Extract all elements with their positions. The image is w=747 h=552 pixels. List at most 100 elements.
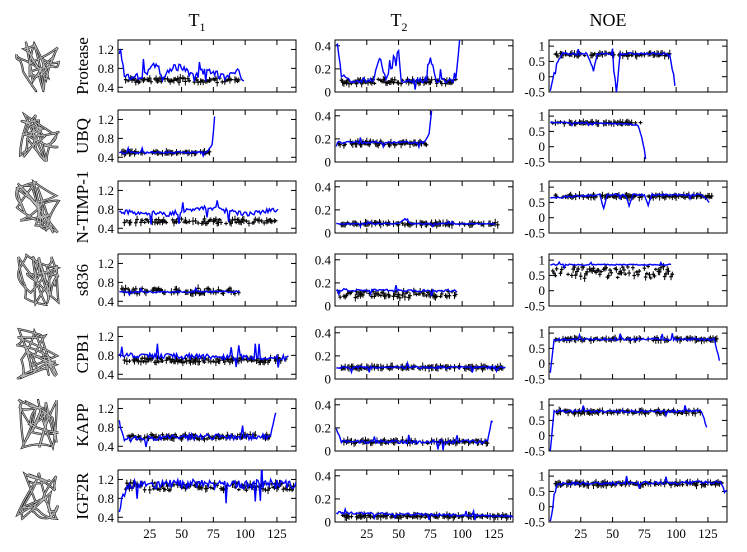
panel-n-timp-1-t2: 0 0.2 0.4 <box>315 179 514 241</box>
y-tick-label: -0.5 <box>524 372 545 387</box>
simulated-series-line <box>549 405 708 451</box>
simulated-series-line <box>549 475 727 522</box>
plot-frame <box>548 469 728 523</box>
plot-frame <box>548 326 728 380</box>
plot-area <box>335 506 513 522</box>
y-tick-label: 1.2 <box>98 42 114 57</box>
plot-area <box>118 343 289 368</box>
panel-ubq-t2: 0 0.2 0.4 <box>315 108 514 170</box>
plot-frame <box>334 180 514 234</box>
x-tick-label: 25 <box>574 526 587 541</box>
y-tick-label: 1 <box>539 109 546 124</box>
panel-kapp-t2: 0 0.2 0.4 <box>315 397 514 459</box>
x-tick-label: 125 <box>698 526 718 541</box>
y-tick-label: 0 <box>325 372 332 387</box>
y-tick-label: 0.2 <box>315 348 331 363</box>
y-tick-label: 1 <box>539 39 546 54</box>
panel-protease-t1: 0.4 0.8 1.2 <box>98 39 297 95</box>
y-tick-label: 0.5 <box>529 341 545 356</box>
column-title-main: NOE <box>590 10 627 30</box>
plot-frame <box>334 253 514 307</box>
y-tick-label: 1 <box>539 326 546 341</box>
column-title: T2 <box>391 10 408 34</box>
ntimp1-structure-icon <box>15 178 61 234</box>
plot-frame <box>117 469 297 523</box>
simulated-series-line <box>335 284 458 297</box>
y-tick-label: 0.2 <box>315 420 331 435</box>
panel-protease-t2: 0 0.2 0.4 <box>315 38 514 100</box>
simulated-series-line <box>118 116 216 159</box>
y-tick-label: 0.4 <box>315 325 332 340</box>
simulated-series-line <box>335 419 494 451</box>
y-tick-label: 1 <box>539 469 546 484</box>
y-tick-label: 0.5 <box>529 413 545 428</box>
simulated-series-line <box>549 48 676 92</box>
simulated-series-line <box>549 332 721 373</box>
y-tick-label: 0.8 <box>98 348 114 363</box>
panel-n-timp-1-t1: 0.4 0.8 1.2 <box>98 180 297 236</box>
simulated-series-line <box>335 110 433 150</box>
icon-backbone-highlight <box>17 399 59 449</box>
y-tick-label: 0 <box>539 428 546 443</box>
simulated-series-line <box>336 360 506 375</box>
y-tick-label: 0 <box>325 85 332 100</box>
y-tick-label: 0.4 <box>315 38 332 53</box>
y-tick-label: -0.5 <box>524 155 545 170</box>
column-title: NOE <box>590 10 627 30</box>
y-tick-label: 0.4 <box>98 150 115 165</box>
simulated-series-line <box>119 200 279 225</box>
y-tick-label: 0.4 <box>315 252 332 267</box>
y-tick-label: 0.2 <box>315 202 331 217</box>
column-title-subscript: 2 <box>402 20 408 34</box>
y-tick-label: 0.5 <box>529 484 545 499</box>
y-tick-label: 0 <box>539 356 546 371</box>
ubiquitin-structure-icon <box>19 111 60 162</box>
plot-frame <box>117 39 297 93</box>
y-tick-label: 0.4 <box>315 397 332 412</box>
x-tick-label: 25 <box>143 526 156 541</box>
x-tick-label: 75 <box>424 526 437 541</box>
y-tick-label: 1 <box>539 398 546 413</box>
y-tick-label: 0.4 <box>98 439 115 454</box>
y-tick-label: 0.4 <box>315 468 332 483</box>
y-tick-label: 0.2 <box>315 131 331 146</box>
row-label: s836 <box>73 264 92 296</box>
y-tick-label: -0.5 <box>524 299 545 314</box>
plot-area <box>335 419 494 451</box>
simulated-series-line <box>336 217 496 229</box>
y-tick-label: 1.2 <box>98 329 114 344</box>
y-tick-label: 0.4 <box>98 221 115 236</box>
y-tick-label: 0.8 <box>98 275 114 290</box>
simulated-series-line <box>119 286 241 297</box>
y-tick-label: 0.4 <box>315 179 332 194</box>
plot-area <box>118 412 277 448</box>
panel-cpb1-noe: -0.500.51 <box>524 326 728 387</box>
x-tick-label: 100 <box>235 526 255 541</box>
protease-structure-icon <box>15 40 60 93</box>
plot-frame <box>117 326 297 380</box>
panel-cpb1-t1: 0.4 0.8 1.2 <box>98 326 297 382</box>
column-title: T1 <box>189 10 206 34</box>
y-tick-label: 0 <box>325 444 332 459</box>
plot-frame <box>548 253 728 307</box>
y-tick-label: 0 <box>325 155 332 170</box>
y-tick-label: 0.4 <box>98 294 115 309</box>
plot-frame <box>548 180 728 234</box>
y-tick-label: 0.4 <box>315 108 332 123</box>
y-tick-label: 0 <box>539 283 546 298</box>
simulated-series-line <box>550 260 672 270</box>
row-label: Protease <box>73 37 92 95</box>
y-tick-label: 0.8 <box>98 202 114 217</box>
x-tick-label: 125 <box>267 526 287 541</box>
y-tick-label: 0 <box>539 210 546 225</box>
y-tick-label: 0.8 <box>98 61 114 76</box>
panel-s836-t1: 0.4 0.8 1.2 <box>98 253 297 309</box>
column-title-subscript: 1 <box>200 20 206 34</box>
icon-backbone-highlight <box>15 41 60 92</box>
plot-frame <box>117 180 297 234</box>
plot-frame <box>548 109 728 163</box>
x-tick-label: 50 <box>392 526 405 541</box>
row-label: N-TIMP-1 <box>73 171 92 244</box>
icon-backbone-highlight <box>16 328 58 380</box>
